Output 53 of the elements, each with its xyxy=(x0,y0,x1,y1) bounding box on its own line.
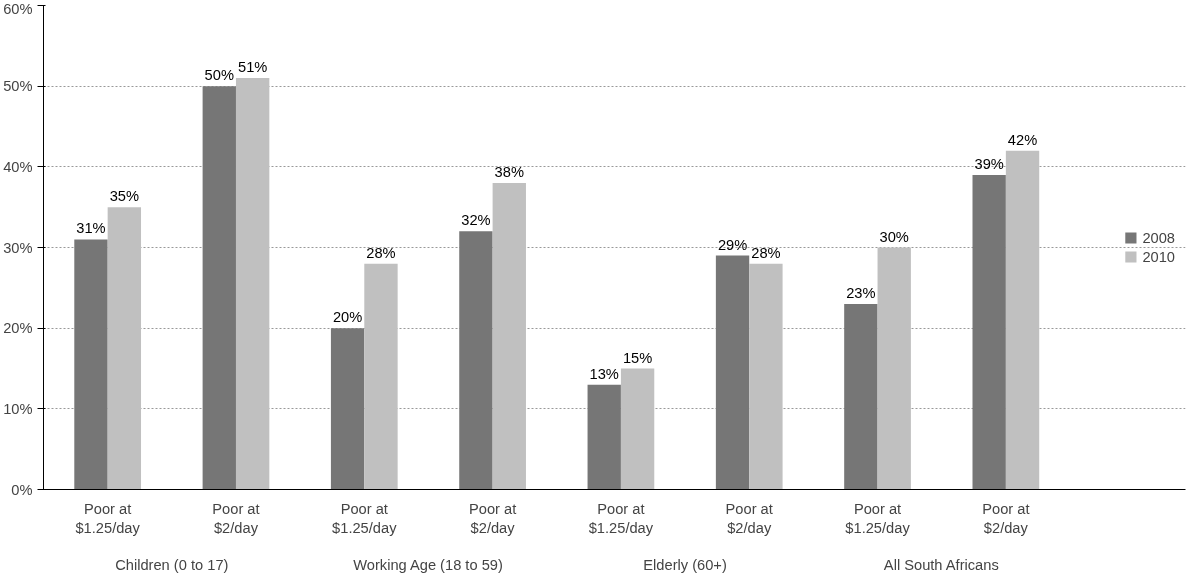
data-label: 30% xyxy=(879,228,909,245)
y-tick-label: 60% xyxy=(3,0,33,17)
bar xyxy=(235,78,270,490)
x-tick-label: Poor at $2/day xyxy=(212,500,260,536)
bar xyxy=(715,255,750,490)
x-tick-label: Poor at $1.25/day xyxy=(845,500,911,536)
x-tick-label: Poor at $2/day xyxy=(725,500,773,536)
x-tick-label: Poor at $2/day xyxy=(982,500,1030,536)
x-tick-label: Poor at $1.25/day xyxy=(75,500,141,536)
bar xyxy=(620,368,655,490)
legend-label: 2008 xyxy=(1142,229,1175,246)
bar xyxy=(364,263,398,490)
y-tick-label: 30% xyxy=(3,239,33,256)
data-label: 23% xyxy=(846,284,876,301)
bar xyxy=(330,328,365,490)
bar xyxy=(107,207,142,490)
data-label: 15% xyxy=(622,349,653,366)
text: Children (0 to 17) xyxy=(115,556,229,573)
bar xyxy=(844,303,878,490)
bar xyxy=(587,384,621,490)
x-tick-label: Poor at $2/day xyxy=(468,500,517,536)
text: Working Age (18 to 59) xyxy=(353,556,503,573)
y-tick-label: 10% xyxy=(3,400,33,417)
data-label: 38% xyxy=(494,163,524,180)
y-tick-label: 20% xyxy=(3,320,33,337)
x-tick-label: Poor at $1.25/day xyxy=(332,500,398,536)
bar xyxy=(202,86,236,490)
y-tick-label: 40% xyxy=(3,158,33,175)
y-tick-label: 0% xyxy=(11,481,33,498)
bar xyxy=(492,182,526,490)
data-label: 32% xyxy=(461,212,491,229)
x-tick-label: Poor at $1.25/day xyxy=(588,500,654,536)
data-label: 29% xyxy=(717,236,748,253)
data-label: 31% xyxy=(76,220,106,237)
bar xyxy=(1005,150,1040,490)
bar xyxy=(459,231,493,490)
data-label: 51% xyxy=(237,59,268,76)
text: Elderly (60+) xyxy=(643,556,727,573)
bar xyxy=(74,239,108,490)
data-label: 13% xyxy=(589,365,619,382)
data-label: 20% xyxy=(332,309,363,326)
text: All South Africans xyxy=(883,556,999,573)
data-label: 42% xyxy=(1007,131,1038,148)
data-label: 28% xyxy=(366,244,396,261)
legend-label: 2010 xyxy=(1142,248,1175,265)
data-label: 35% xyxy=(109,188,140,205)
bar xyxy=(877,247,911,490)
data-label: 28% xyxy=(751,244,781,261)
data-label: 50% xyxy=(204,67,234,84)
data-label: 39% xyxy=(974,155,1004,172)
y-tick-label: 50% xyxy=(3,78,33,95)
bar xyxy=(972,174,1006,490)
bar xyxy=(749,263,783,490)
